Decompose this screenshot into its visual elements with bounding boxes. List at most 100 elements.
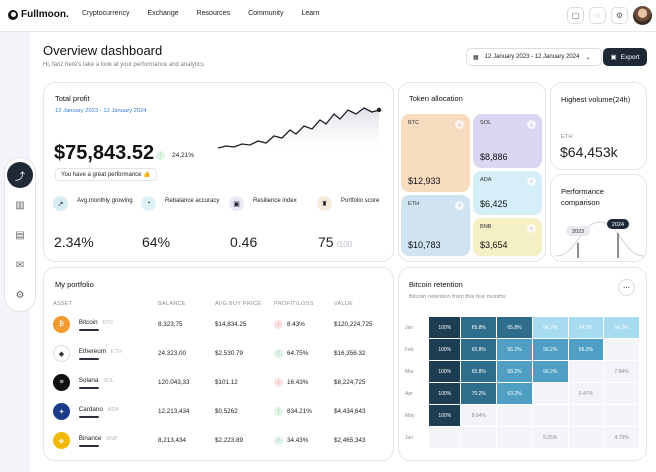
retention-cell: 56.2% (531, 360, 569, 383)
avg-buy-cell: $2,530.79 (215, 350, 244, 357)
retention-heatmap: Jan 100% 65.8% 65.8% 54.2% 54.2% 54.2% Feb 100% 6… (404, 316, 640, 449)
date-range-picker[interactable]: ▦ 12 January 2023 - 12 January 2024 ⌄ (466, 48, 602, 66)
retention-cell (603, 404, 640, 427)
asset-bar (78, 415, 99, 418)
token-bnb[interactable]: BNB ↑ $3,654 (473, 218, 542, 256)
coin-icon: ≡ (53, 374, 70, 391)
token-ada[interactable]: ADA ↑ $6,425 (473, 171, 542, 215)
portfolio-header-row: ASSET BALANCE AVG.BUY PRICE PROFIT/LOSS … (53, 298, 386, 310)
asset-ticker: SOL (103, 377, 115, 384)
more-options-button[interactable]: ⋯ (618, 279, 635, 296)
growth-icon: ↗ (53, 196, 68, 211)
retention-cell: 56.2% (567, 338, 605, 361)
highest-volume-value: $64,453k (560, 144, 618, 160)
nav-exchange[interactable]: Exchange (147, 10, 179, 17)
avg-buy-cell: $14,834.25 (215, 321, 247, 328)
total-profit-value: $75,843.52 (54, 142, 155, 164)
col-value: VALUE (334, 301, 354, 307)
balance-cell: 12,213,434 (158, 408, 190, 415)
token-sol[interactable]: SOL ↓ $8,886 (473, 114, 542, 168)
arrow-up-icon: ↑ (156, 151, 165, 160)
asset-name: Cardano (78, 405, 103, 413)
nav-cryptocurrency[interactable]: Cryptocurrency (82, 10, 130, 17)
value-cell: $120,224,725 (334, 321, 373, 328)
chart-icon[interactable]: ▥ (15, 199, 25, 211)
retention-cell (531, 382, 569, 405)
inbox-icon[interactable]: ✉ (15, 259, 25, 271)
retention-cell: 100% (427, 338, 462, 361)
retention-cell: 9.25% (531, 426, 569, 449)
table-row[interactable]: ◈ Binance BNB 8,213,434 $2.223.89 ↑ 34.43… (53, 426, 386, 455)
top-bar (0, 0, 656, 32)
table-row[interactable]: ✦ Cardano ADA 12,213,434 $0.5262 ↑ 834.21… (53, 397, 386, 426)
retention-cell (567, 360, 605, 383)
retention-row: Feb 100% 65.8% 56.2% 56.2% 56.2% (404, 338, 640, 361)
retention-cell: 8.64% (460, 404, 498, 427)
retention-row: Apr 100% 70.2% 63.2% 6.47% (404, 382, 640, 405)
nav-learn[interactable]: Learn (301, 10, 320, 17)
asset-cell: ✦ Cardano ADA (53, 397, 158, 426)
thumbs-up-icon: 👍 (143, 172, 151, 178)
retention-cell: 58.2% (496, 360, 533, 383)
square-icon-button[interactable]: ▢ (567, 7, 584, 24)
more-icon: ⋯ (623, 284, 630, 292)
coin-icon: ◈ (53, 432, 70, 449)
arrow-down-icon: ↓ (455, 120, 464, 129)
token-eth[interactable]: ETH ↑ $10,783 (401, 195, 470, 256)
main-nav: Cryptocurrency Exchange Resources Commun… (82, 10, 337, 17)
retention-cell: 100% (427, 316, 462, 339)
profit-loss-cell: ↓ 16.43% (274, 368, 334, 397)
table-row[interactable]: ₿ Bitcoin BTC 8.323,75 $14,834.25 ↓ 8.43%… (53, 310, 386, 339)
retention-title: Bitcoin retention (409, 280, 463, 289)
page-subtitle: Hi, fariz here's take a look at your per… (43, 62, 204, 68)
token-btc[interactable]: BTC ↓ $12,933 (401, 114, 470, 192)
nav-resources[interactable]: Resources (196, 10, 231, 17)
table-row[interactable]: ≡ Solana SOL 120.043,33 $101.12 ↓ 16.43% … (53, 368, 386, 397)
profit-loss-cell: ↑ 34.43% (274, 426, 334, 455)
asset-ticker: BNB (106, 435, 118, 442)
col-asset: ASSET (53, 301, 73, 307)
avg-buy-cell: $0.5262 (215, 408, 238, 415)
retention-cell: 65.8% (460, 316, 498, 339)
asset-bar (78, 444, 99, 447)
retention-cell (567, 404, 605, 427)
portfolio-title: My portfolio (55, 280, 94, 289)
retention-cell (531, 404, 569, 427)
export-button[interactable]: ▣ Export (603, 48, 647, 66)
dashboard-icon[interactable]: ⤴ (7, 162, 33, 188)
arrow-up-icon: ↑ (274, 436, 283, 445)
col-profit-loss: PROFIT/LOSS (274, 301, 314, 307)
asset-cell: ₿ Bitcoin BTC (53, 310, 158, 339)
table-row[interactable]: ◆ Ethereum ETH 24.323,00 $2,530.79 ↑ 64.7… (53, 339, 386, 368)
retention-month: Feb (404, 338, 429, 361)
retention-month: Apr (404, 382, 429, 405)
settings-icon[interactable]: ⚙ (15, 289, 25, 301)
chat-icon-button[interactable]: ◌ (589, 7, 606, 24)
retention-cell (427, 426, 462, 449)
retention-cell: 6.47% (567, 382, 605, 405)
asset-cell: ◈ Binance BNB (53, 426, 158, 455)
metric-avg-growing: ↗ Avg.monthly growing 2.34% (53, 196, 133, 250)
profit-change: ↑ 24.21% (156, 151, 194, 160)
retention-month: Mar (404, 360, 429, 383)
balance-cell: 24.323,00 (158, 350, 187, 357)
performance-pill-2024 (607, 219, 629, 229)
asset-bar (78, 386, 99, 389)
retention-cell: 54.2% (531, 316, 569, 339)
retention-cell: 70.2% (460, 382, 498, 405)
nav-community[interactable]: Community (248, 10, 284, 17)
portfolio-card (43, 267, 394, 461)
retention-month: Jun (404, 426, 429, 449)
document-icon[interactable]: ▤ (15, 229, 25, 241)
performance-chart: 2023 2024 (556, 219, 644, 258)
brand-logo[interactable]: Fullmoon. (8, 9, 69, 20)
avatar[interactable] (633, 6, 652, 25)
settings-icon-button[interactable]: ⚙ (611, 7, 628, 24)
profit-area (218, 108, 379, 160)
asset-name: Solana (78, 376, 99, 384)
retention-row: Jan 100% 65.8% 65.8% 54.2% 54.2% 54.2% (404, 316, 640, 339)
arrow-down-icon: ↓ (274, 320, 283, 329)
profit-line-chart (217, 107, 382, 160)
retention-month: May (404, 404, 429, 427)
performance-label-2023: 2023 (572, 229, 584, 235)
